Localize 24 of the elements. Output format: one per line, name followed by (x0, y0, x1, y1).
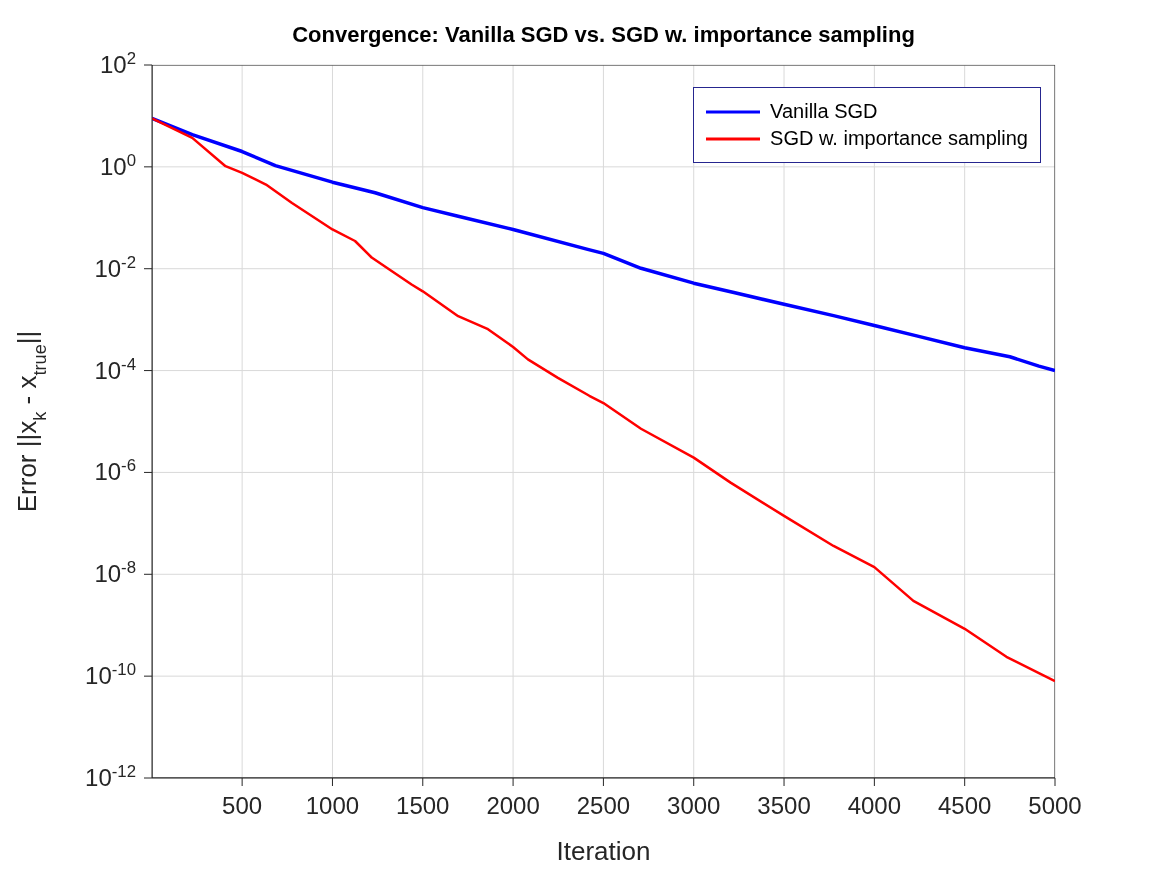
y-tick-label: 10$^{2}$ (99, 48, 136, 78)
x-tick-label: 4000 (847, 792, 902, 819)
line-series (152, 116, 1055, 373)
x-tick-label: 2500 (576, 792, 631, 819)
y-tick-label: 10$^{0}$ (99, 150, 136, 180)
x-tick-label: 5000 (1028, 792, 1082, 819)
line-series (152, 117, 1055, 683)
chart-title: Convergence: Vanilla SGD vs. SGD w. importance sampling (291, 22, 916, 48)
y-tick-label: 10$^{-12}$ (85, 761, 136, 791)
x-tick-label: 3500 (757, 792, 811, 819)
x-axis-title: Iteration (556, 836, 651, 866)
y-tick-label: 10$^{-4}$ (94, 354, 136, 384)
legend-label: SGD w. importance sampling (770, 127, 1028, 150)
legend-label: Vanilla SGD (770, 100, 878, 123)
x-tick-label: 1000 (305, 792, 360, 819)
x-tick-label: 500 (222, 792, 263, 819)
x-tick-label: 2000 (486, 792, 540, 819)
x-tick-label: 1500 (396, 792, 450, 819)
x-tick-label: 4500 (937, 792, 992, 819)
y-tick-label: 10$^{-2}$ (94, 252, 136, 282)
y-tick-label: 10$^{-8}$ (94, 557, 136, 588)
y-tick-label: 10$^{-6}$ (94, 455, 136, 486)
x-tick-label: 3000 (667, 792, 721, 819)
y-tick-label: 10$^{-10}$ (85, 659, 136, 690)
